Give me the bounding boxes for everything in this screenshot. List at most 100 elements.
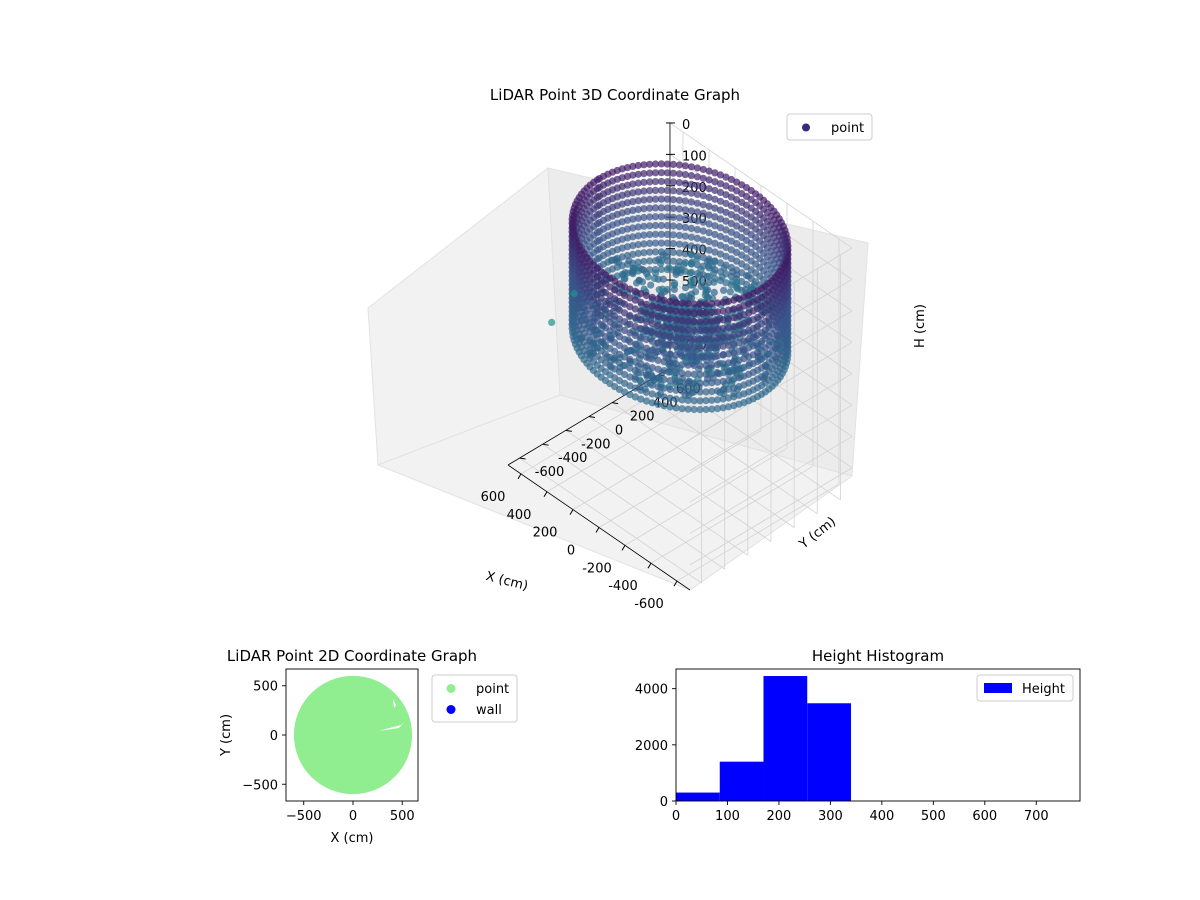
point-3d xyxy=(634,205,642,214)
point-3d xyxy=(568,232,577,240)
point-3d xyxy=(669,187,677,195)
point-3d xyxy=(696,335,704,343)
point-3d xyxy=(687,224,696,232)
y-axis-label-3d: Y (cm) xyxy=(796,514,839,552)
point-3d xyxy=(713,369,722,377)
point-3d xyxy=(681,197,690,205)
point-3d xyxy=(637,395,645,403)
point-3d xyxy=(631,296,639,304)
point-3d xyxy=(678,405,686,413)
point-3d xyxy=(693,255,701,263)
point-3d xyxy=(696,326,704,334)
point-3d xyxy=(699,245,707,253)
point-3d xyxy=(702,388,710,396)
point-3d xyxy=(637,307,645,315)
point-3d xyxy=(672,404,680,412)
point-3d xyxy=(634,241,642,249)
point-3d xyxy=(716,232,725,241)
y-tick-label-3d: -600 xyxy=(535,465,565,480)
point-3d xyxy=(681,188,690,196)
point-3d xyxy=(648,328,656,337)
point-3d xyxy=(651,160,660,168)
point-3d xyxy=(629,264,637,273)
point-3d xyxy=(684,361,692,369)
point-3d xyxy=(705,176,713,184)
y-tick-label-2d: 500 xyxy=(253,680,278,695)
point-3d xyxy=(634,179,642,187)
point-3d xyxy=(669,257,677,265)
point-3d xyxy=(722,208,730,216)
legend-2d-marker-point xyxy=(446,684,456,693)
x-tick-label-hist: 700 xyxy=(1024,809,1049,824)
point-3d xyxy=(655,286,663,294)
y-tick-label-3d: -400 xyxy=(558,451,588,466)
point-3d xyxy=(687,163,696,171)
plot-3d: LiDAR Point 3D Coordinate Graph -600-400… xyxy=(367,86,928,612)
point-3d xyxy=(696,300,704,308)
point-3d xyxy=(634,170,642,178)
point-3d xyxy=(693,234,702,242)
point-3d xyxy=(666,333,674,341)
point-3d xyxy=(568,267,577,275)
point-3d xyxy=(634,197,642,205)
legend-3d: point xyxy=(786,113,873,141)
point-3d xyxy=(657,230,666,238)
point-3d xyxy=(724,315,733,323)
point-3d xyxy=(693,261,702,269)
point-3d xyxy=(681,171,690,179)
x-tick-label-2d: −500 xyxy=(286,809,322,824)
point-3d xyxy=(669,213,677,221)
x-axis-label-2d: X (cm) xyxy=(331,831,374,846)
legend-2d-label-point: point xyxy=(476,682,509,697)
point-3d xyxy=(719,325,727,333)
point-3d xyxy=(654,392,662,400)
point-3d xyxy=(642,327,651,335)
point-3d xyxy=(719,351,727,359)
point-3d xyxy=(727,246,736,254)
point-3d xyxy=(568,240,577,249)
x-tick-3d xyxy=(673,580,678,587)
point-3d xyxy=(648,399,656,407)
point-3d xyxy=(711,248,719,256)
point-3d xyxy=(642,318,651,326)
point-3d xyxy=(634,258,642,266)
point-3d xyxy=(648,320,656,328)
point-3d xyxy=(660,331,668,339)
point-disc-2d xyxy=(293,675,413,795)
point-3d xyxy=(666,315,674,323)
point-3d xyxy=(724,297,733,305)
x-tick-label-hist: 200 xyxy=(767,809,792,824)
point-3d xyxy=(646,239,654,247)
point-3d xyxy=(690,300,698,308)
point-3d xyxy=(705,229,713,237)
legend-hist-swatch xyxy=(984,683,1012,693)
point-3d xyxy=(722,235,730,243)
point-3d xyxy=(675,223,684,231)
point-3d xyxy=(708,308,716,316)
point-3d xyxy=(675,214,684,222)
point-3d xyxy=(719,316,727,324)
point-3d xyxy=(722,182,730,190)
point-3d xyxy=(666,306,674,314)
point-3d xyxy=(687,180,696,188)
x-tick-label-hist: 300 xyxy=(818,809,843,824)
y-tick-3d xyxy=(588,415,596,418)
point-3d xyxy=(568,320,577,328)
point-3d xyxy=(690,335,698,343)
point-3d xyxy=(663,169,671,177)
point-3d xyxy=(651,257,660,265)
point-3d xyxy=(631,393,639,401)
grid-line xyxy=(689,467,853,566)
point-3d xyxy=(646,213,654,221)
x-axis-label-3d: X (cm) xyxy=(484,569,529,594)
point-3d xyxy=(634,161,642,170)
point-3d xyxy=(684,300,692,308)
legend-3d-marker-point xyxy=(802,123,810,132)
point-3d xyxy=(666,359,674,367)
point-3d xyxy=(687,189,696,197)
point-3d xyxy=(678,396,686,404)
point-3d xyxy=(669,222,677,230)
point-3d xyxy=(720,286,728,294)
point-3d xyxy=(637,290,645,298)
point-3d xyxy=(708,344,716,352)
